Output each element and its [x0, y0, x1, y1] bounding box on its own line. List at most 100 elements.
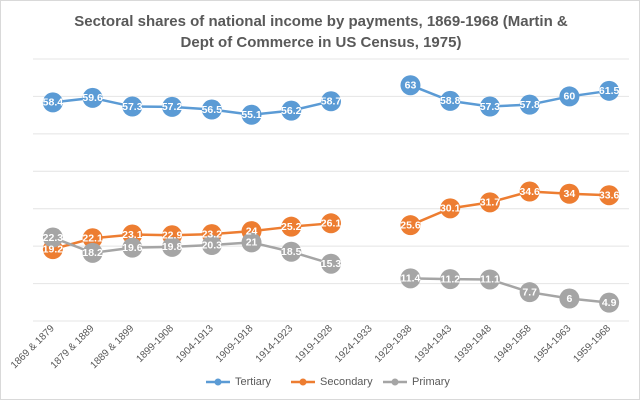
tertiary-data-point — [201, 99, 222, 120]
tertiary-data-label: 58.7 — [321, 96, 342, 108]
primary-data-point — [82, 242, 103, 263]
tertiary-data-label: 56.2 — [281, 105, 302, 117]
tertiary-data-label: 58.8 — [440, 95, 461, 107]
primary-legend-label: Primary — [412, 376, 450, 388]
secondary-legend-marker — [299, 378, 307, 386]
tertiary-data-label: 57.2 — [162, 101, 183, 113]
secondary-data-point — [519, 181, 540, 202]
primary-data-label: 6 — [566, 293, 572, 305]
secondary-data-label: 22.9 — [162, 230, 183, 242]
secondary-legend-label: Secondary — [320, 376, 373, 388]
secondary-data-label: 34 — [564, 188, 576, 200]
primary-data-point — [599, 292, 620, 313]
tertiary-data-label: 61.5 — [599, 85, 620, 97]
tertiary-data-point — [479, 96, 500, 117]
secondary-data-point — [82, 228, 103, 249]
primary-data-point — [559, 288, 580, 309]
primary-data-point — [519, 282, 540, 303]
series-lines — [42, 75, 620, 313]
primary-data-label: 19.8 — [162, 241, 183, 253]
tertiary-data-point — [599, 80, 620, 101]
secondary-data-label: 24 — [246, 225, 258, 237]
primary-data-point — [400, 268, 421, 289]
secondary-data-point — [321, 213, 341, 234]
tertiary-data-label: 57.3 — [122, 101, 143, 113]
primary-data-point — [122, 237, 143, 258]
tertiary-data-point — [519, 94, 540, 115]
primary-data-label: 11.1 — [480, 274, 500, 286]
tertiary-legend-label: Tertiary — [235, 376, 272, 388]
primary-data-point — [281, 241, 302, 262]
secondary-data-point — [400, 215, 421, 236]
primary-data-label: 19.6 — [122, 242, 143, 254]
tertiary-data-point — [82, 87, 103, 108]
tertiary-data-point — [42, 92, 63, 113]
tertiary-data-point — [559, 86, 580, 107]
primary-data-point — [321, 253, 341, 274]
x-tick-label: 1909-1918 — [214, 323, 256, 365]
secondary-data-label: 25.6 — [400, 219, 421, 231]
secondary-data-label: 25.2 — [281, 221, 302, 233]
x-tick-label: 1904-1913 — [174, 323, 216, 365]
tertiary-data-label: 58.4 — [43, 97, 64, 109]
x-tick-label: 1924-1933 — [333, 323, 375, 365]
primary-data-point — [440, 269, 461, 290]
secondary-data-label: 31.7 — [480, 197, 501, 209]
x-tick-label: 1954-1963 — [532, 323, 574, 365]
secondary-data-point — [281, 216, 302, 237]
tertiary-data-label: 63 — [405, 79, 417, 91]
x-tick-label: 1939-1948 — [452, 323, 494, 365]
legend: Tertiary Secondary Primary — [206, 376, 450, 388]
secondary-data-point — [440, 198, 461, 219]
secondary-data-point — [599, 185, 620, 206]
x-tick-label: 1934-1943 — [413, 323, 455, 365]
tertiary-data-point — [162, 96, 183, 117]
secondary-data-point — [559, 183, 580, 204]
tertiary-data-label: 55.1 — [241, 109, 262, 121]
primary-data-label: 11.2 — [440, 273, 460, 285]
chart-title: Sectoral shares of national income by pa… — [74, 13, 568, 51]
data-labels: 58.4 59.6 57.3 57.2 56.5 55.1 56.2 58.7 63 58.8 57… — [43, 79, 620, 308]
primary-data-label: 15.3 — [321, 258, 342, 270]
primary-data-label: 20.3 — [202, 239, 223, 251]
primary-data-label: 11.4 — [401, 273, 421, 285]
secondary-data-label: 19.2 — [43, 243, 64, 255]
x-tick-label: 1949-1958 — [492, 323, 534, 365]
secondary-data-label: 23.2 — [202, 228, 223, 240]
secondary-data-label: 23.1 — [122, 229, 143, 241]
x-tick-label: 1919-1928 — [293, 323, 335, 365]
secondary-data-label: 30.1 — [440, 203, 461, 215]
secondary-data-label: 26.1 — [321, 218, 342, 230]
primary-data-point — [201, 235, 222, 256]
tertiary-data-point — [122, 96, 143, 117]
tertiary-data-label: 57.3 — [480, 101, 501, 113]
tertiary-data-point — [241, 104, 262, 125]
primary-data-label: 4.9 — [602, 297, 617, 309]
primary-data-point — [162, 236, 183, 257]
tertiary-legend-marker — [214, 378, 222, 386]
tertiary-data-label: 59.6 — [82, 92, 103, 104]
secondary-data-label: 33.6 — [599, 190, 620, 202]
tertiary-data-point — [321, 91, 341, 112]
x-tick-label: 1959-1968 — [572, 323, 614, 365]
tertiary-data-point — [440, 90, 461, 111]
tertiary-data-point — [281, 100, 302, 121]
primary-data-point — [42, 227, 63, 248]
primary-data-label: 18.5 — [281, 246, 302, 258]
secondary-data-label: 22.1 — [82, 233, 103, 245]
primary-data-point — [479, 269, 500, 290]
secondary-data-point — [479, 192, 500, 213]
primary-data-label: 21 — [246, 237, 258, 249]
x-tick-label: 1899-1908 — [134, 323, 176, 365]
tertiary-data-point — [400, 75, 421, 96]
primary-data-label: 18.2 — [82, 247, 103, 259]
primary-legend-marker — [391, 378, 399, 386]
primary-data-label: 22.3 — [43, 232, 64, 244]
primary-data-label: 7.7 — [522, 286, 537, 298]
tertiary-data-label: 57.8 — [519, 99, 540, 111]
tertiary-data-label: 60 — [564, 91, 576, 103]
tertiary-data-label: 56.5 — [202, 104, 223, 116]
